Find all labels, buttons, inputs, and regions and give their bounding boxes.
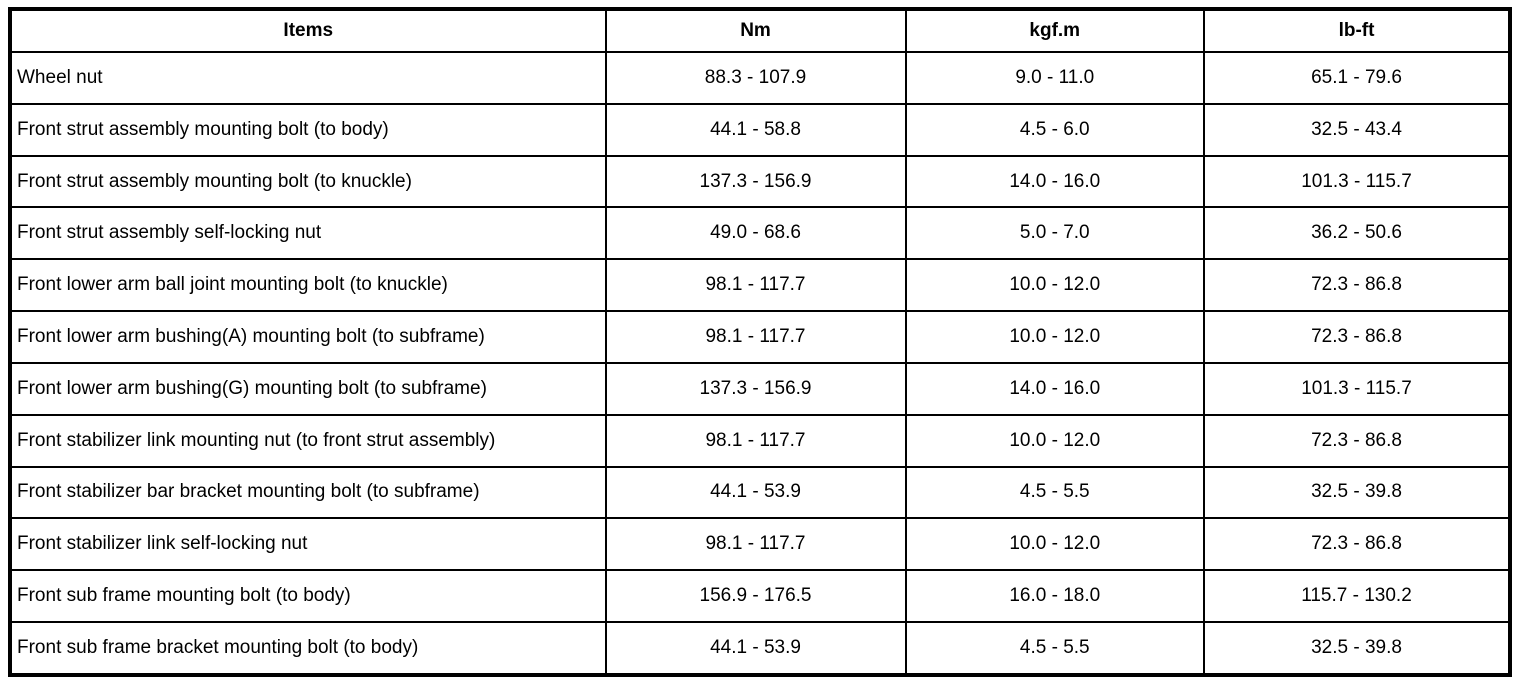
table-row: Front strut assembly self-locking nut 49.… [9,206,1511,261]
table-row: Front lower arm ball joint mounting bolt… [9,258,1511,313]
kgfm-value-cell: 4.5 - 6.0 [904,102,1205,157]
item-name-cell: Front strut assembly mounting bolt (to k… [9,154,607,209]
nm-value-cell: 98.1 - 117.7 [604,258,907,313]
lbft-value-cell: 65.1 - 79.6 [1203,51,1511,105]
lbft-value-cell: 115.7 - 130.2 [1203,569,1511,623]
kgfm-value-cell: 4.5 - 5.5 [904,620,1205,677]
lbft-value-cell: 101.3 - 115.7 [1203,361,1511,416]
item-name-cell: Front lower arm bushing(A) mounting bolt… [9,310,607,364]
lbft-value-cell: 36.2 - 50.6 [1203,206,1511,261]
column-header-items: Items [9,8,607,53]
nm-value-cell: 88.3 - 107.9 [604,51,907,105]
kgfm-value-cell: 5.0 - 7.0 [904,206,1205,261]
item-name-cell: Front strut assembly mounting bolt (to b… [9,102,607,157]
lbft-value-cell: 32.5 - 39.8 [1203,465,1511,520]
column-header-nm: Nm [604,8,907,53]
nm-value-cell: 98.1 - 117.7 [604,310,907,364]
nm-value-cell: 156.9 - 176.5 [604,569,907,623]
torque-spec-table: Items Nm kgf.m lb-ft Wheel nut 88.3 - 107… [8,7,1512,677]
kgfm-value-cell: 16.0 - 18.0 [904,569,1205,623]
lbft-value-cell: 72.3 - 86.8 [1203,517,1511,572]
lbft-value-cell: 101.3 - 115.7 [1203,154,1511,209]
table-row: Front strut assembly mounting bolt (to b… [9,102,1511,157]
lbft-value-cell: 72.3 - 86.8 [1203,413,1511,468]
kgfm-value-cell: 4.5 - 5.5 [904,465,1205,520]
item-name-cell: Wheel nut [9,51,607,105]
nm-value-cell: 44.1 - 58.8 [604,102,907,157]
kgfm-value-cell: 10.0 - 12.0 [904,310,1205,364]
item-name-cell: Front sub frame bracket mounting bolt (t… [9,620,607,677]
table-body: Wheel nut 88.3 - 107.9 9.0 - 11.0 65.1 - 79… [9,51,1511,677]
item-name-cell: Front stabilizer link self-locking nut [9,517,607,572]
item-name-cell: Front stabilizer bar bracket mounting bo… [9,465,607,520]
nm-value-cell: 137.3 - 156.9 [604,154,907,209]
table-row: Front sub frame bracket mounting bolt (t… [9,620,1511,677]
table-row: Wheel nut 88.3 - 107.9 9.0 - 11.0 65.1 - 79… [9,51,1511,105]
table-row: Front lower arm bushing(A) mounting bolt… [9,310,1511,364]
lbft-value-cell: 72.3 - 86.8 [1203,258,1511,313]
lbft-value-cell: 32.5 - 39.8 [1203,620,1511,677]
item-name-cell: Front sub frame mounting bolt (to body) [9,569,607,623]
item-name-cell: Front lower arm bushing(G) mounting bolt… [9,361,607,416]
column-header-kgfm: kgf.m [904,8,1205,53]
table-row: Front sub frame mounting bolt (to body) 1… [9,569,1511,623]
nm-value-cell: 44.1 - 53.9 [604,620,907,677]
nm-value-cell: 137.3 - 156.9 [604,361,907,416]
kgfm-value-cell: 10.0 - 12.0 [904,517,1205,572]
item-name-cell: Front stabilizer link mounting nut (to f… [9,413,607,468]
table-row: Front stabilizer bar bracket mounting bo… [9,465,1511,520]
kgfm-value-cell: 9.0 - 11.0 [904,51,1205,105]
kgfm-value-cell: 14.0 - 16.0 [904,154,1205,209]
item-name-cell: Front strut assembly self-locking nut [9,206,607,261]
lbft-value-cell: 32.5 - 43.4 [1203,102,1511,157]
nm-value-cell: 98.1 - 117.7 [604,413,907,468]
nm-value-cell: 98.1 - 117.7 [604,517,907,572]
nm-value-cell: 49.0 - 68.6 [604,206,907,261]
table-row: Front strut assembly mounting bolt (to k… [9,154,1511,209]
column-header-lbft: lb-ft [1203,8,1511,53]
lbft-value-cell: 72.3 - 86.8 [1203,310,1511,364]
kgfm-value-cell: 10.0 - 12.0 [904,258,1205,313]
table-row: Front lower arm bushing(G) mounting bolt… [9,361,1511,416]
nm-value-cell: 44.1 - 53.9 [604,465,907,520]
header-row: Items Nm kgf.m lb-ft [9,8,1511,53]
item-name-cell: Front lower arm ball joint mounting bolt… [9,258,607,313]
kgfm-value-cell: 10.0 - 12.0 [904,413,1205,468]
kgfm-value-cell: 14.0 - 16.0 [904,361,1205,416]
table-row: Front stabilizer link mounting nut (to f… [9,413,1511,468]
table-row: Front stabilizer link self-locking nut 98… [9,517,1511,572]
